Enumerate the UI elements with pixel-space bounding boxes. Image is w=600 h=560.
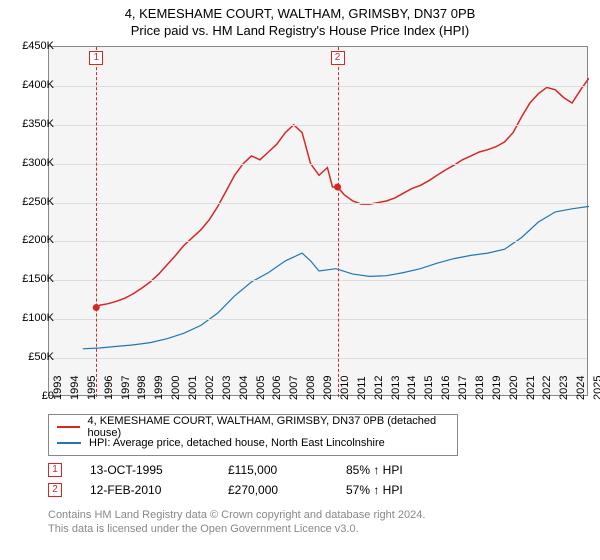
x-axis-label: 2013 <box>390 376 402 400</box>
x-axis-label: 2024 <box>575 376 587 400</box>
chart-container: 4, KEMESHAME COURT, WALTHAM, GRIMSBY, DN… <box>0 0 600 560</box>
sale-date: 12-FEB-2010 <box>90 483 200 497</box>
y-axis-label: £200K <box>10 234 54 246</box>
gridline <box>49 358 587 359</box>
gridline <box>49 86 587 87</box>
marker-label: 1 <box>89 51 103 65</box>
x-axis-label: 1997 <box>120 376 132 400</box>
x-axis-label: 2020 <box>508 376 520 400</box>
sale-date: 13-OCT-1995 <box>90 463 200 477</box>
y-axis-label: £0 <box>10 390 54 402</box>
x-axis-label: 2019 <box>491 376 503 400</box>
x-axis-label: 2009 <box>322 376 334 400</box>
x-axis-label: 2003 <box>221 376 233 400</box>
x-axis-label: 2000 <box>170 376 182 400</box>
x-axis-label: 1999 <box>153 376 165 400</box>
x-axis-label: 2007 <box>288 376 300 400</box>
series-line <box>83 206 589 348</box>
sale-price: £270,000 <box>228 483 318 497</box>
gridline <box>49 241 587 242</box>
x-axis-label: 2018 <box>474 376 486 400</box>
x-axis-label: 2025 <box>592 376 600 400</box>
sales-table: 1 13-OCT-1995 £115,000 85% ↑ HPI 2 12-FEB-201… <box>48 460 403 500</box>
gridline <box>49 203 587 204</box>
sale-price: £115,000 <box>228 463 318 477</box>
x-axis-label: 2001 <box>187 376 199 400</box>
y-axis-label: £300K <box>10 157 54 169</box>
footer-line-2: This data is licensed under the Open Gov… <box>48 522 425 536</box>
marker-label: 2 <box>331 51 345 65</box>
legend-swatch <box>57 426 80 428</box>
y-axis-label: £50K <box>10 351 54 363</box>
x-axis-label: 2023 <box>558 376 570 400</box>
x-axis-label: 2014 <box>406 376 418 400</box>
legend-item: 4, KEMESHAME COURT, WALTHAM, GRIMSBY, DN… <box>57 419 449 435</box>
x-axis-label: 2015 <box>423 376 435 400</box>
x-axis-label: 1994 <box>69 376 81 400</box>
legend-swatch <box>57 442 81 444</box>
x-axis-label: 2005 <box>255 376 267 400</box>
gridline <box>49 164 587 165</box>
legend-label: HPI: Average price, detached house, Nort… <box>89 437 385 449</box>
sale-row: 1 13-OCT-1995 £115,000 85% ↑ HPI <box>48 460 403 480</box>
chart-title: 4, KEMESHAME COURT, WALTHAM, GRIMSBY, DN… <box>0 0 600 21</box>
x-axis-label: 2011 <box>356 376 368 400</box>
sale-marker: 2 <box>48 483 62 497</box>
sale-pct: 85% ↑ HPI <box>346 463 403 477</box>
plot-area: 12 <box>48 46 588 396</box>
sale-marker: 1 <box>48 463 62 477</box>
y-axis-label: £450K <box>10 40 54 52</box>
y-axis-label: £150K <box>10 273 54 285</box>
x-axis-label: 2022 <box>541 376 553 400</box>
gridline <box>49 319 587 320</box>
x-axis-label: 2008 <box>305 376 317 400</box>
legend-label: 4, KEMESHAME COURT, WALTHAM, GRIMSBY, DN… <box>88 415 449 439</box>
marker-vline <box>96 47 97 397</box>
x-axis-label: 1993 <box>52 376 64 400</box>
series-line <box>96 78 589 308</box>
footer-line-1: Contains HM Land Registry data © Crown c… <box>48 508 425 522</box>
x-axis-label: 2021 <box>525 376 537 400</box>
y-axis-label: £400K <box>10 79 54 91</box>
sale-pct: 57% ↑ HPI <box>346 483 403 497</box>
chart-subtitle: Price paid vs. HM Land Registry's House … <box>0 21 600 38</box>
x-axis-label: 1996 <box>103 376 115 400</box>
x-axis-label: 2012 <box>373 376 385 400</box>
x-axis-label: 2017 <box>457 376 469 400</box>
chart-svg <box>49 47 589 397</box>
y-axis-label: £350K <box>10 118 54 130</box>
x-axis-label: 2016 <box>440 376 452 400</box>
gridline <box>49 280 587 281</box>
footer-attribution: Contains HM Land Registry data © Crown c… <box>48 508 425 536</box>
x-axis-label: 2010 <box>339 376 351 400</box>
gridline <box>49 125 587 126</box>
x-axis-label: 1995 <box>86 376 98 400</box>
y-axis-label: £250K <box>10 196 54 208</box>
y-axis-label: £100K <box>10 312 54 324</box>
legend: 4, KEMESHAME COURT, WALTHAM, GRIMSBY, DN… <box>48 414 458 456</box>
x-axis-label: 2004 <box>238 376 250 400</box>
marker-vline <box>338 47 339 397</box>
sale-row: 2 12-FEB-2010 £270,000 57% ↑ HPI <box>48 480 403 500</box>
x-axis-label: 2006 <box>271 376 283 400</box>
x-axis-label: 1998 <box>136 376 148 400</box>
x-axis-label: 2002 <box>204 376 216 400</box>
